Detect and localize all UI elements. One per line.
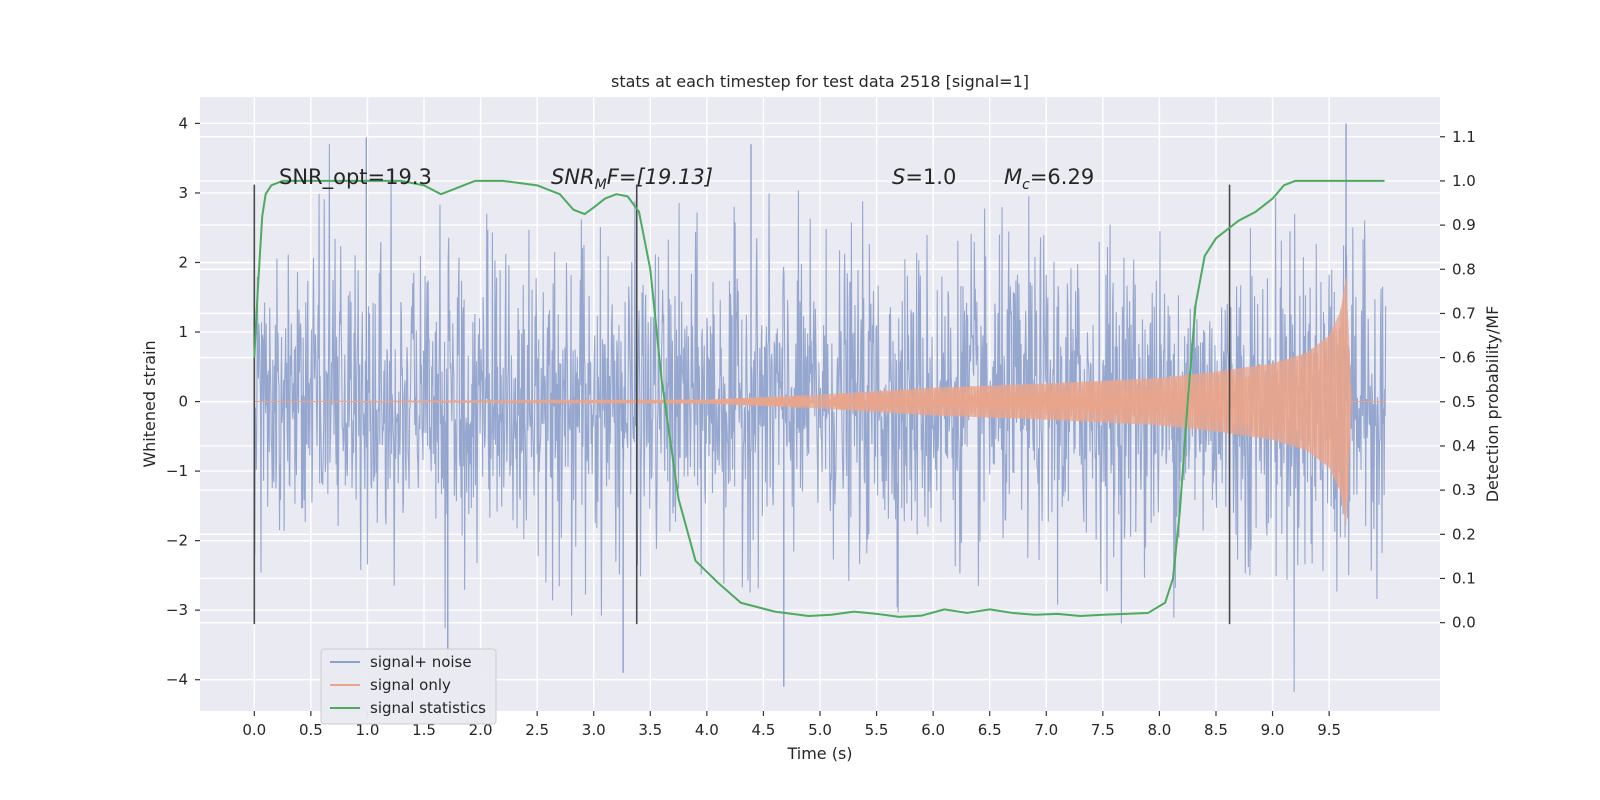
legend-label-signal: signal only (370, 676, 451, 694)
x-tick-label: 5.0 (808, 721, 832, 739)
y-right-axis-ticks: 0.0 0.1 0.2 0.3 0.4 0.5 0.6 0.7 0.8 0.9 1.0 1.1 (1440, 128, 1476, 632)
annotation-mc-sub: c (1022, 177, 1030, 193)
noise-line (253, 144, 1387, 692)
x-tick-label: 9.0 (1261, 721, 1285, 739)
x-tick-label: 4.0 (695, 721, 719, 739)
chart-title: stats at each timestep for test data 251… (611, 72, 1029, 91)
y-right-tick-label: 0.3 (1452, 481, 1476, 499)
annotation-mc-prefix: M (1004, 165, 1022, 189)
y-right-tick-label: 1.0 (1452, 172, 1476, 190)
y-right-tick-label: 0.6 (1452, 349, 1476, 367)
x-tick-label: 5.5 (865, 721, 889, 739)
x-tick-label: 9.5 (1317, 721, 1341, 739)
y-right-tick-label: 0.7 (1452, 304, 1476, 322)
y-tick-label: −4 (166, 671, 188, 689)
x-tick-label: 3.5 (638, 721, 662, 739)
legend-label-noise: signal+ noise (370, 653, 472, 671)
x-tick-label: 1.0 (356, 721, 380, 739)
y-tick-label: −1 (166, 462, 188, 480)
annotation-s-suffix: =1.0 (905, 165, 956, 189)
annotation-s-prefix: S (892, 165, 905, 189)
y-right-tick-label: 0.5 (1452, 393, 1476, 411)
annotation-snr-mf: SNRMF=[19.13] (551, 165, 713, 193)
annotations: SNR_opt=19.3 SNRMF=[19.13] S=1.0 Mc=6.29 (279, 165, 1094, 193)
legend-box (320, 648, 497, 725)
x-axis-ticks: 0.0 0.5 1.0 1.5 2.0 2.5 3.0 3.5 4.0 4.5 5.0 5.5 6.0 6… (242, 711, 1341, 739)
series-signal-only (254, 276, 1386, 527)
y-right-axis-label: Detection probability/MF (1483, 306, 1502, 503)
y-tick-label: −2 (166, 532, 188, 550)
x-axis-label: Time (s) (786, 744, 852, 763)
x-tick-label: 4.5 (752, 721, 776, 739)
y-tick-label: 3 (178, 184, 188, 202)
y-right-tick-label: 0.0 (1452, 614, 1476, 632)
annotation-snr-mf-prefix: SNR (551, 165, 595, 189)
legend: signal+ noise signal only signal statist… (320, 648, 497, 725)
y-right-tick-label: 0.4 (1452, 437, 1476, 455)
y-axis-label: Whitened strain (140, 340, 159, 467)
x-tick-label: 7.0 (1034, 721, 1058, 739)
x-tick-label: 8.0 (1147, 721, 1171, 739)
x-tick-label: 1.5 (412, 721, 436, 739)
y-right-tick-label: 0.1 (1452, 569, 1476, 587)
annotation-snr-mf-sub: M (595, 177, 607, 193)
x-tick-label: 8.5 (1204, 721, 1228, 739)
statistics-line (253, 179, 1385, 618)
y-right-tick-label: 0.8 (1452, 260, 1476, 278)
y-right-tick-label: 0.2 (1452, 525, 1476, 543)
annotation-snr-opt: SNR_opt=19.3 (279, 165, 432, 190)
y-tick-label: 0 (178, 393, 188, 411)
signal-line (254, 276, 1386, 509)
x-tick-label: 6.0 (921, 721, 945, 739)
series-signal-statistics (253, 179, 1385, 618)
x-tick-label: 7.5 (1091, 721, 1115, 739)
legend-label-statistics: signal statistics (370, 699, 486, 717)
x-tick-label: 0.0 (242, 721, 266, 739)
y-tick-label: 1 (178, 323, 188, 341)
annotation-mc: Mc=6.29 (1004, 165, 1094, 193)
y-tick-label: 4 (178, 114, 188, 132)
x-tick-label: 3.0 (582, 721, 606, 739)
y-right-tick-label: 1.1 (1452, 128, 1476, 146)
y-right-tick-label: 0.9 (1452, 216, 1476, 234)
y-tick-label: 2 (178, 253, 188, 271)
x-tick-label: 2.5 (525, 721, 549, 739)
x-tick-label: 0.5 (299, 721, 323, 739)
annotation-snr-mf-suffix: F=[19.13] (607, 165, 713, 189)
vertical-markers (253, 184, 1231, 625)
x-tick-label: 6.5 (978, 721, 1002, 739)
annotation-s: S=1.0 (892, 165, 956, 189)
annotation-mc-suffix: =6.29 (1030, 165, 1094, 189)
x-tick-label: 2.0 (469, 721, 493, 739)
y-tick-label: −3 (166, 601, 188, 619)
y-axis-ticks: −4 −3 −2 −1 0 1 2 3 4 (166, 114, 200, 689)
